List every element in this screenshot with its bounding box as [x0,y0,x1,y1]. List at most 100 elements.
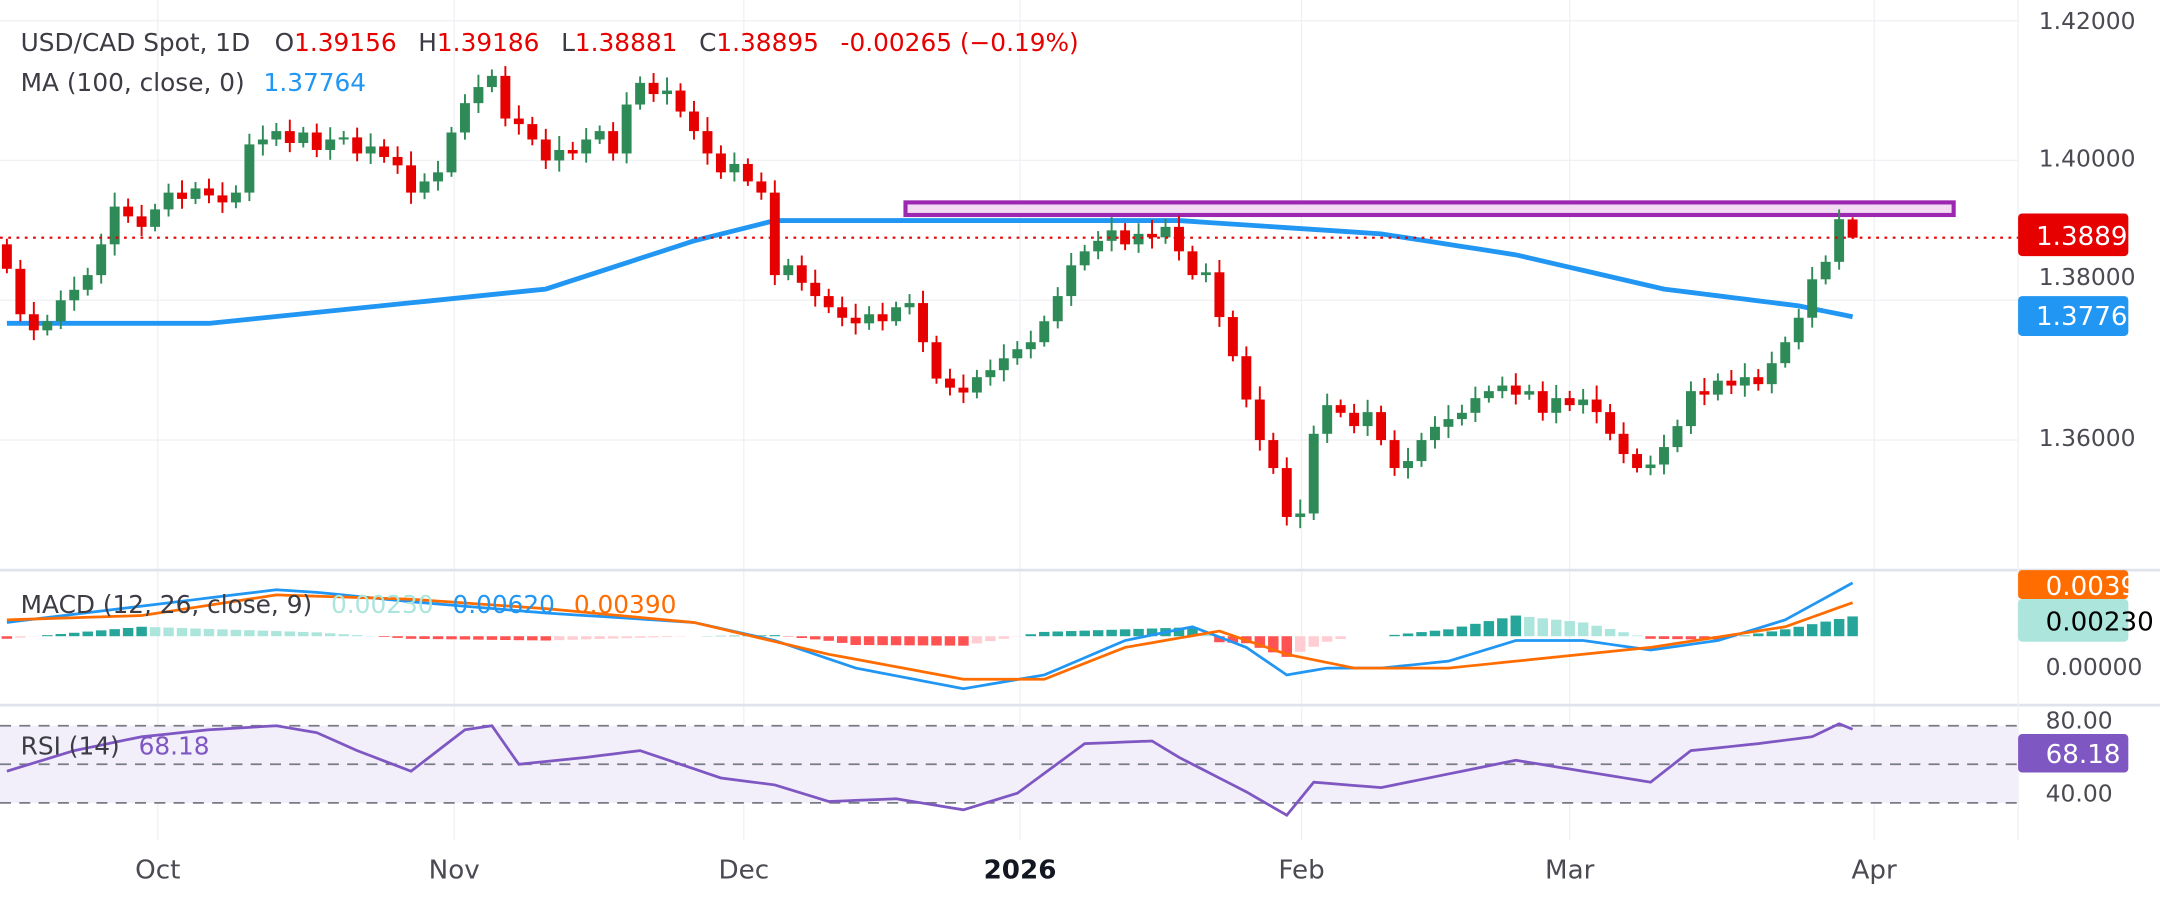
macd-legend-macd: 0.00620 [452,590,555,619]
candle-body [1295,513,1306,517]
candle-body [190,188,201,199]
macd-histogram-bar [1,636,13,639]
macd-histogram-bar [661,636,673,638]
candle-body [1564,398,1575,406]
candle-body [1659,447,1669,465]
candle-body [1766,363,1777,385]
macd-histogram-bar [1631,635,1643,637]
candle-body [1106,230,1117,241]
candle-body [473,87,484,104]
macd-histogram-bar [1106,629,1117,637]
candle-body [1726,380,1737,386]
candle-body [621,104,632,154]
macd-histogram-bar [756,635,767,637]
ma-legend[interactable]: MA (100, close, 0) 1.37764 [21,68,366,97]
candle-body [1066,265,1077,297]
candle-body [796,265,807,283]
candle-body [486,75,497,88]
candle-body [284,131,295,143]
candle-body [15,268,26,315]
low-label: L [561,28,575,57]
candle-body [1483,391,1494,399]
resistance-zone[interactable] [903,200,1956,218]
candle-body [1,244,12,269]
candle-body [1537,391,1548,413]
main-legend: USD/CAD Spot, 1D O1.39156 H1.39186 L1.38… [21,28,1079,57]
macd-legend-signal: 0.00390 [574,590,677,619]
macd-legend[interactable]: MACD (12, 26, close, 9) 0.00230 0.00620 … [21,590,677,619]
candle-body [931,342,942,379]
candle-body [1820,261,1831,280]
macd-histogram-bar [1497,618,1508,637]
candle-body [608,131,619,154]
macd-histogram-bar [338,634,349,637]
macd-histogram-bar [998,636,1010,639]
macd-histogram-bar [311,632,322,637]
macd-histogram-bar [1470,623,1481,637]
candle-body [1753,377,1764,385]
macd-histogram-bar [257,630,269,637]
candle-body [998,358,1009,371]
macd-histogram-bar [1254,636,1266,648]
macd-histogram-bar [1537,618,1548,637]
low-value: 1.38881 [575,28,678,57]
macd-histogram-bar [324,633,336,637]
rsi-badge-text: 68.18 [2046,740,2121,770]
macd-histogram-bar [823,636,834,641]
candle-body [971,377,982,393]
macd-histogram-bar [163,627,174,637]
macd-histogram-bar [42,635,53,637]
macd-histogram-bar [1604,628,1616,637]
macd-histogram-bar [1685,636,1697,640]
candle-body [1524,391,1535,395]
macd-line [6,581,1854,691]
macd-histogram-bar [810,636,821,640]
macd-histogram-bar [621,636,632,639]
macd-histogram-bar [796,636,807,638]
macd-histogram-bar [1577,622,1589,637]
macd-signal-badge-text: 0.00390 [2046,572,2154,602]
candle-body [756,181,767,193]
candle-body [1376,412,1387,441]
macd-histogram-bar [122,627,134,637]
candle-body [1039,321,1050,343]
candle-body [702,131,713,154]
candle-body [1322,405,1333,434]
macd-histogram-bar [1550,619,1562,637]
candle-body [109,206,120,245]
macd-histogram-bar [1119,629,1131,637]
candle-body [1052,296,1063,322]
candle-body [527,124,538,140]
candle-body [1133,233,1144,245]
candle-body [1093,240,1104,252]
macd-histogram-bar [446,636,457,640]
macd-histogram-bar [513,636,525,641]
candle-body [433,172,443,182]
rsi-legend[interactable]: RSI (14) 68.18 [21,732,210,761]
time-tick-label: Oct [135,856,180,886]
macd-histogram-bar [1308,636,1319,647]
candle-body [1430,426,1440,441]
macd-histogram-bar [944,636,956,646]
macd-histogram-bar [607,636,619,639]
macd-histogram-bar [554,636,565,641]
candle-body [1497,385,1508,392]
candle-body [689,111,699,132]
macd-histogram-bar [298,631,309,637]
macd-histogram-bar [1820,621,1831,637]
candle-body [554,149,565,161]
macd-histogram-bar [985,636,996,642]
candle-body [513,118,524,125]
macd-histogram-bar [1793,626,1804,637]
macd-histogram-bar [1227,636,1239,643]
ma-100-line [6,218,1854,326]
macd-histogram-bar [419,636,430,639]
candle-body [271,131,282,140]
candle-body [945,378,955,388]
macd-histogram-bar [850,636,861,645]
candle-body [810,282,821,297]
macd-histogram-bar [15,636,26,638]
time-axis[interactable]: Oct Nov Dec 2026 Feb Mar Apr [135,856,1897,886]
candle-body [1605,412,1616,434]
